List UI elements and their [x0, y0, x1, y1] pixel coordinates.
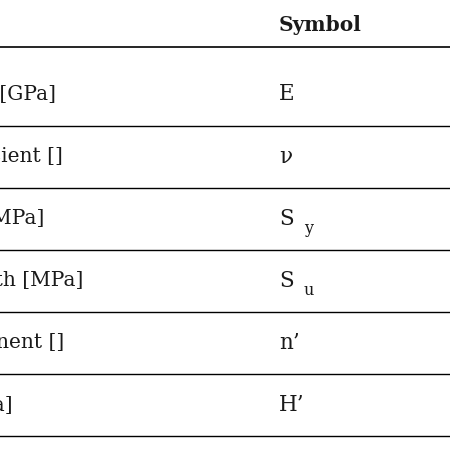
- Text: y: y: [304, 220, 313, 237]
- Text: u: u: [304, 282, 314, 299]
- Text: H’: H’: [279, 394, 305, 416]
- Text: Poisson’s Coefficient []: Poisson’s Coefficient []: [0, 147, 63, 166]
- Text: n’: n’: [279, 332, 300, 354]
- Text: Coeficiente [MPa]: Coeficiente [MPa]: [0, 396, 13, 414]
- Text: Ultimate Strength [MPa]: Ultimate Strength [MPa]: [0, 271, 83, 290]
- Text: Elastic Modulus [GPa]: Elastic Modulus [GPa]: [0, 85, 56, 104]
- Text: ν: ν: [279, 146, 292, 167]
- Text: Yield Strength [MPa]: Yield Strength [MPa]: [0, 209, 45, 228]
- Text: S: S: [279, 208, 294, 230]
- Text: Hardening Exponent []: Hardening Exponent []: [0, 333, 64, 352]
- Text: S: S: [279, 270, 294, 292]
- Text: E: E: [279, 84, 295, 105]
- Text: Symbol: Symbol: [279, 15, 362, 35]
